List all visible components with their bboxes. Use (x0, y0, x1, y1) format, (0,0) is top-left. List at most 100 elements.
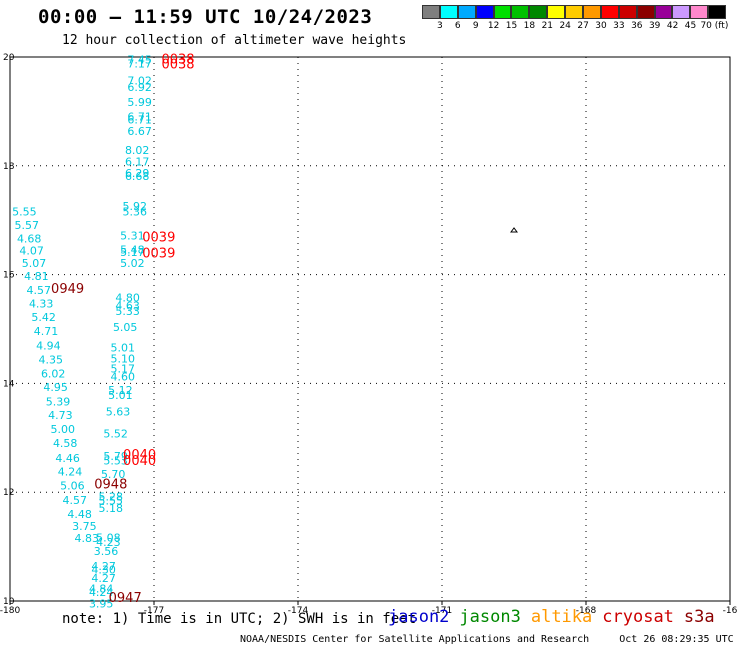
swh-label: 6.29 (125, 167, 150, 180)
swh-label: 5.08 (96, 531, 121, 544)
footer-note: note: 1) Time is in UTC; 2) SWH is in fe… (62, 611, 417, 627)
pass-time-label: 0040 (123, 448, 156, 463)
y-tick-label: 12 (3, 488, 14, 498)
swh-label: 4.81 (24, 270, 49, 283)
swh-label: 4.33 (29, 297, 54, 310)
legend-label: 21 (541, 21, 554, 31)
legend-label: 39 (648, 21, 661, 31)
legend-label: 42 (666, 21, 679, 31)
swh-label: 4.94 (36, 339, 61, 352)
swh-label: 3.95 (89, 598, 114, 611)
legend-label: 30 (595, 21, 607, 31)
legend-swatch (583, 5, 601, 19)
swh-label: 5.48 (120, 244, 145, 257)
plot-frame (9, 56, 731, 602)
swh-label: 5.57 (15, 219, 40, 232)
legend-label: 70 (ft) (700, 21, 729, 31)
legend-swatch (690, 5, 709, 19)
legend-label: 9 (472, 21, 479, 31)
x-tick-label: -171 (432, 606, 452, 616)
pass-time-label: 0040 (123, 454, 156, 469)
swh-label: 5.36 (123, 205, 148, 218)
pass-time-label: 0947 (109, 591, 142, 606)
swh-label: 6.71 (127, 114, 152, 127)
legend-label: 45 (684, 21, 697, 31)
pass-time-label: 0038 (161, 58, 194, 73)
legend-swatch (654, 5, 673, 19)
legend-swatch (511, 5, 530, 19)
swh-label: 5.01 (108, 389, 133, 402)
swh-label: 4.58 (53, 437, 78, 450)
swh-label: 5.00 (51, 423, 76, 436)
swh-label: 4.68 (17, 233, 42, 246)
legend-swatch (565, 5, 584, 19)
y-tick-label: 10 (3, 597, 15, 607)
swh-label: 5.55 (12, 205, 37, 218)
legend-swatch (422, 5, 440, 19)
swh-label: 6.67 (127, 125, 152, 138)
swh-label: 5.55 (99, 494, 124, 507)
swh-label: 5.10 (111, 352, 136, 365)
legend-label: 33 (613, 21, 625, 31)
grid (10, 57, 730, 601)
x-tick-label: -180 (0, 606, 20, 616)
swh-label: 4.57 (63, 494, 88, 507)
swh-label: 5.53 (103, 455, 128, 468)
timestamp-text: Oct 26 08:29:35 UTC 2023 (619, 634, 740, 645)
swh-label: 3.75 (72, 520, 97, 533)
x-tick-label: -174 (288, 606, 309, 616)
swh-label: 6.71 (127, 110, 152, 123)
y-tick-label: 18 (3, 162, 15, 172)
legend-swatch (618, 5, 637, 19)
swh-label: 5.79 (103, 450, 128, 463)
x-tick-label: -177 (144, 606, 164, 616)
swh-label: 6.68 (125, 170, 150, 183)
legend-swatch (475, 5, 494, 19)
swh-label: 4.95 (43, 381, 68, 394)
swh-label: 4.46 (55, 452, 80, 465)
y-tick-label: 14 (3, 379, 15, 389)
legend-swatch (457, 5, 476, 19)
legend-label: 6 (454, 21, 461, 31)
y-tick-label: 20 (3, 53, 15, 63)
swh-label: 4.30 (91, 563, 116, 576)
swh-label: 5.28 (99, 491, 124, 504)
legend-label: 3 (437, 21, 443, 31)
swh-label: 4.23 (96, 536, 121, 549)
pass-time-label: 0039 (142, 246, 175, 261)
color-legend (422, 5, 727, 21)
swh-label: 4.24 (89, 586, 114, 599)
swh-label: 5.12 (108, 384, 133, 397)
swh-label: 5.33 (115, 305, 140, 318)
legend-swatch (708, 5, 727, 19)
swh-label: 5.18 (99, 502, 124, 515)
swh-label: 7.02 (127, 74, 152, 87)
swh-label: 4.07 (19, 245, 44, 258)
swh-label: 6.92 (127, 81, 152, 94)
swh-label: 5.17 (120, 246, 145, 259)
pass-time-label: 0039 (142, 231, 175, 246)
swh-label: 5.99 (127, 96, 152, 109)
axis-ticks: -180 -177 -174 -171 -168 -16 10 12 14 16 18 20 (0, 53, 738, 616)
swh-label: 4.71 (34, 325, 59, 338)
chart-title: 00:00 – 11:59 UTC 10/24/2023 (38, 6, 373, 28)
source-s3a: s3a (683, 607, 715, 627)
legend-label: 18 (523, 21, 536, 31)
swh-label: 5.52 (103, 427, 128, 440)
swh-label: 5.63 (106, 406, 131, 419)
credit-text: NOAA/NESDIS Center for Satellite Applica… (240, 634, 590, 645)
legend-label: 27 (577, 21, 589, 31)
swh-label: 5.39 (46, 395, 71, 408)
source-cryosat: cryosat (602, 607, 674, 627)
swh-label: 4.83 (75, 532, 100, 545)
legend-label: 12 (487, 21, 500, 31)
legend-swatch (547, 5, 566, 19)
swh-label: 4.27 (91, 560, 116, 573)
satellite-sources: jason2 jason3 altika cryosat s3a (388, 607, 725, 627)
source-altika: altika (530, 607, 593, 627)
swh-label: 5.05 (113, 321, 138, 334)
legend-swatch (636, 5, 655, 19)
swh-label: 7.17 (127, 58, 152, 71)
swh-label: 6.17 (125, 155, 150, 168)
